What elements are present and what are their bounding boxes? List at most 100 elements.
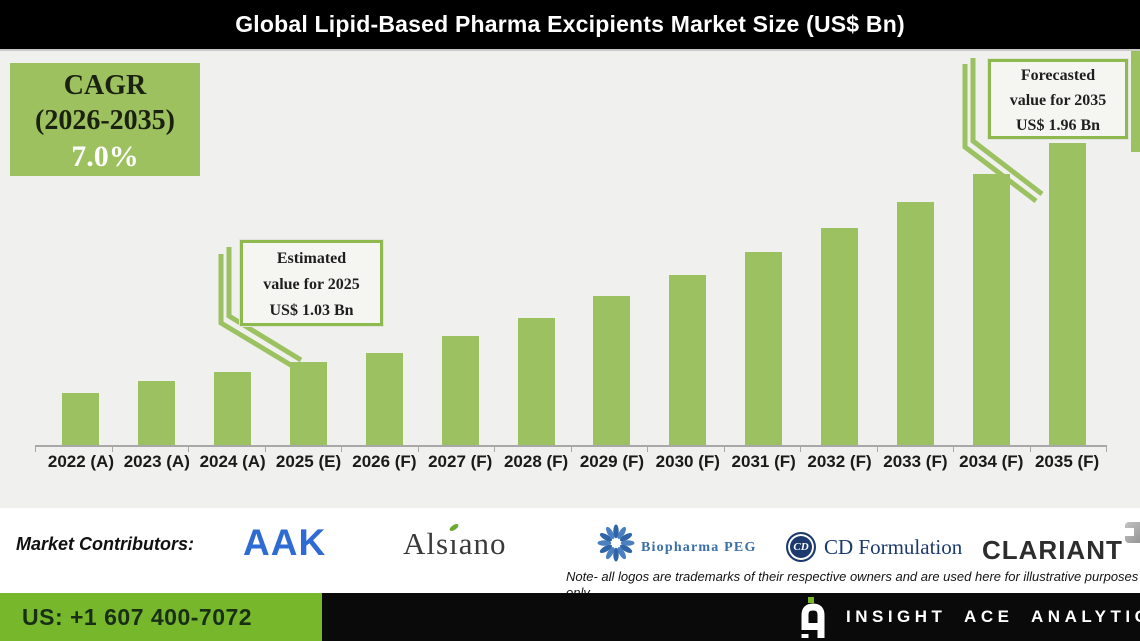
bar-2028 bbox=[517, 318, 555, 445]
bar-2023 bbox=[138, 381, 176, 445]
bar-cell bbox=[953, 51, 1029, 445]
bar-cell bbox=[498, 51, 574, 445]
bar-cell bbox=[271, 51, 347, 445]
axis-tick bbox=[264, 447, 266, 452]
x-axis-label: 2028 (F) bbox=[503, 452, 569, 471]
callout-leader-lines bbox=[218, 58, 1044, 370]
bar-2030 bbox=[669, 275, 707, 445]
bar-cell bbox=[195, 51, 271, 445]
forecasted-line2: value for 2035 bbox=[1009, 92, 1107, 109]
alsiano-part2: ı bbox=[449, 526, 459, 561]
x-axis-labels: 2022 (A) 2023 (A) 2024 (A) 2025 (E) 2026 (F)… bbox=[43, 452, 1105, 472]
estimated-line1: Estimated bbox=[276, 250, 347, 267]
biopharma-text: Biopharma PEG bbox=[641, 540, 757, 555]
x-axis-label: 2032 (F) bbox=[807, 452, 872, 471]
axis-tick bbox=[417, 447, 419, 452]
note-line1: Note- all logos are trademarks of their … bbox=[566, 569, 1139, 584]
bar-cell bbox=[650, 51, 726, 445]
axis-tick bbox=[723, 447, 725, 452]
title-bar: Global Lipid-Based Pharma Excipients Mar… bbox=[0, 0, 1140, 51]
cagr-period: (2026-2035) bbox=[35, 105, 175, 136]
chart-area: CAGR (2026-2035) 7.0% 2022 (A) 2023 (A) 20… bbox=[0, 51, 1140, 508]
bar-cell bbox=[422, 51, 498, 445]
x-axis-label: 2029 (F) bbox=[579, 452, 645, 471]
bars-row bbox=[43, 51, 1105, 445]
axis-tick bbox=[341, 447, 342, 452]
right-edge-accent bbox=[1131, 51, 1140, 152]
axis-tick bbox=[1106, 447, 1107, 452]
axis-tick bbox=[876, 447, 878, 452]
axis-tick bbox=[494, 447, 495, 452]
bar-2024 bbox=[214, 372, 252, 445]
bar-2029 bbox=[593, 296, 631, 445]
logo-clariant: CLARIANT bbox=[982, 522, 1140, 566]
bar-cell bbox=[802, 51, 878, 445]
brand-name: INSIGHT ACE ANALYTIC bbox=[846, 607, 1140, 626]
axis-tick bbox=[570, 447, 572, 452]
bar-2033 bbox=[896, 202, 934, 445]
x-axis-label: 2026 (F) bbox=[352, 452, 417, 471]
x-axis-label: 2024 (A) bbox=[199, 452, 266, 471]
clariant-text: CLARIANT bbox=[982, 535, 1123, 565]
bar-cell bbox=[1029, 51, 1105, 445]
x-axis-line bbox=[35, 445, 1107, 447]
cd-badge-text: CD bbox=[793, 541, 809, 553]
logo-alsiano: Als ıano bbox=[403, 522, 507, 562]
contributors-label: Market Contributors: bbox=[16, 534, 195, 554]
bar-2027 bbox=[441, 336, 479, 445]
x-axis-label: 2023 (A) bbox=[123, 452, 190, 471]
bar-2026 bbox=[365, 353, 403, 445]
x-axis-label: 2034 (F) bbox=[959, 452, 1024, 471]
bar-2032 bbox=[821, 228, 859, 445]
logo-cd-formulation: CD CD Formulation bbox=[786, 532, 962, 562]
phone-number: US: +1 607 400-7072 bbox=[22, 603, 253, 630]
cagr-box: CAGR (2026-2035) 7.0% bbox=[10, 63, 200, 176]
forecasted-callout: Forecasted value for 2035 US$ 1.96 Bn bbox=[988, 59, 1128, 139]
axis-ticks bbox=[35, 447, 1107, 452]
estimated-line2: value for 2025 bbox=[263, 276, 360, 293]
axis-tick bbox=[953, 447, 954, 452]
forecasted-line3: US$ 1.96 Bn bbox=[1015, 117, 1101, 134]
contributors-strip: Market Contributors: AAK Als ıano bbox=[0, 508, 1140, 600]
bar-2022 bbox=[62, 393, 100, 445]
bar-cell bbox=[877, 51, 953, 445]
forecasted-line1: Forecasted bbox=[1020, 67, 1096, 84]
phone-box: US: +1 607 400-7072 bbox=[0, 593, 322, 641]
alsiano-part3: ano bbox=[458, 526, 507, 561]
logo-aak: AAK bbox=[243, 522, 327, 563]
x-axis-label: 2022 (A) bbox=[47, 452, 114, 471]
axis-tick bbox=[35, 447, 36, 452]
axis-tick bbox=[800, 447, 801, 452]
brand-lockup: INSIGHT ACE ANALYTIC bbox=[800, 593, 1140, 641]
bar-cell bbox=[574, 51, 650, 445]
x-axis-label: 2025 (E) bbox=[275, 452, 342, 471]
axis-tick bbox=[111, 447, 113, 452]
plot-area bbox=[43, 51, 1105, 445]
bar-2025 bbox=[290, 362, 327, 445]
cd-formulation-text: CD Formulation bbox=[824, 534, 963, 559]
x-axis-label: 2027 (F) bbox=[428, 452, 493, 471]
x-axis-label: 2031 (F) bbox=[731, 452, 796, 471]
estimated-callout: Estimated value for 2025 US$ 1.03 Bn bbox=[240, 240, 383, 326]
x-axis-label: 2033 (F) bbox=[883, 452, 948, 471]
x-axis-label: 2035 (F) bbox=[1034, 452, 1100, 471]
clariant-square-icon bbox=[1122, 522, 1140, 543]
cd-badge-icon: CD bbox=[786, 532, 816, 562]
bar-2034 bbox=[972, 174, 1010, 445]
bar-cell bbox=[43, 51, 119, 445]
alsiano-part1: Als bbox=[403, 526, 450, 561]
axis-tick bbox=[1029, 447, 1031, 452]
cagr-label: CAGR bbox=[63, 70, 147, 101]
chart-title: Global Lipid-Based Pharma Excipients Mar… bbox=[235, 11, 905, 37]
footer-bar: US: +1 607 400-7072 INSIGHT ACE ANALYTIC bbox=[0, 593, 1140, 641]
estimated-line3: US$ 1.03 Bn bbox=[269, 302, 354, 319]
bar-cell bbox=[119, 51, 195, 445]
bar-2031 bbox=[745, 252, 783, 445]
bar-2035 bbox=[1048, 143, 1086, 445]
axis-tick bbox=[647, 447, 648, 452]
logo-biopharma-peg: Biopharma PEG bbox=[597, 524, 757, 562]
bar-cell bbox=[346, 51, 422, 445]
x-axis-label: 2030 (F) bbox=[655, 452, 720, 471]
pinwheel-icon bbox=[597, 524, 635, 562]
